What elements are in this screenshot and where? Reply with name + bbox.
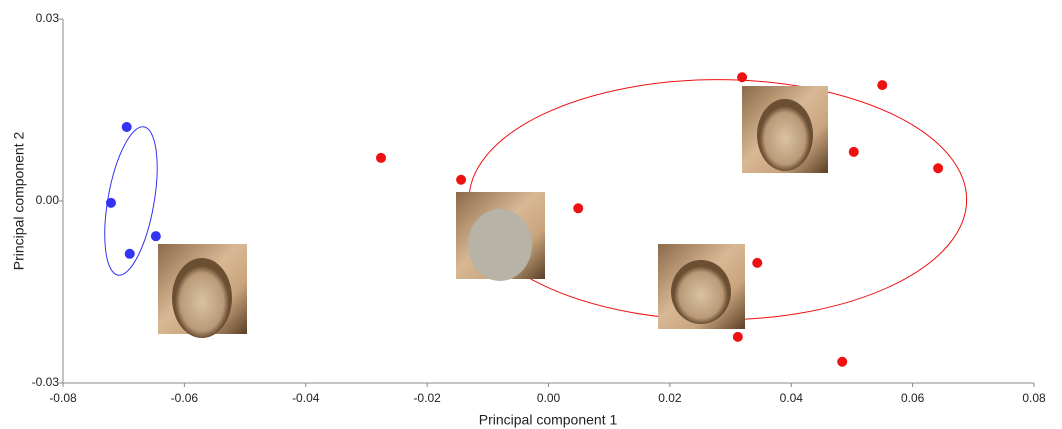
point — [151, 231, 161, 241]
point — [456, 175, 466, 185]
x-tick-label: -0.08 — [49, 391, 77, 405]
x-tick-label: 0.08 — [1022, 391, 1046, 405]
photo-detail — [468, 209, 532, 281]
point — [573, 203, 583, 213]
point — [737, 72, 747, 82]
point — [837, 357, 847, 367]
x-tick-label: -0.02 — [413, 391, 441, 405]
point — [376, 153, 386, 163]
x-axis-title: Principal component 1 — [479, 412, 618, 428]
x-tick-label: 0.04 — [780, 391, 804, 405]
point — [933, 163, 943, 173]
y-tick-label: 0.03 — [36, 11, 60, 25]
point — [106, 198, 116, 208]
photo-detail — [172, 258, 232, 338]
photo-detail — [671, 260, 731, 324]
photo-detail — [757, 99, 813, 171]
point — [122, 122, 132, 132]
point — [849, 147, 859, 157]
x-tick-label: 0.06 — [901, 391, 925, 405]
x-tick-label: 0.00 — [537, 391, 561, 405]
chart: Principal component 1 Principal componen… — [0, 0, 1062, 429]
x-tick-label: 0.02 — [658, 391, 682, 405]
point — [125, 249, 135, 259]
point — [752, 258, 762, 268]
y-tick-label: -0.03 — [32, 375, 60, 389]
y-tick-label: 0.00 — [36, 193, 60, 207]
x-tick-label: -0.06 — [171, 391, 199, 405]
point — [877, 80, 887, 90]
y-axis-title: Principal component 2 — [11, 132, 27, 271]
specimen-photos — [158, 86, 828, 338]
point — [733, 332, 743, 342]
x-tick-label: -0.04 — [292, 391, 320, 405]
